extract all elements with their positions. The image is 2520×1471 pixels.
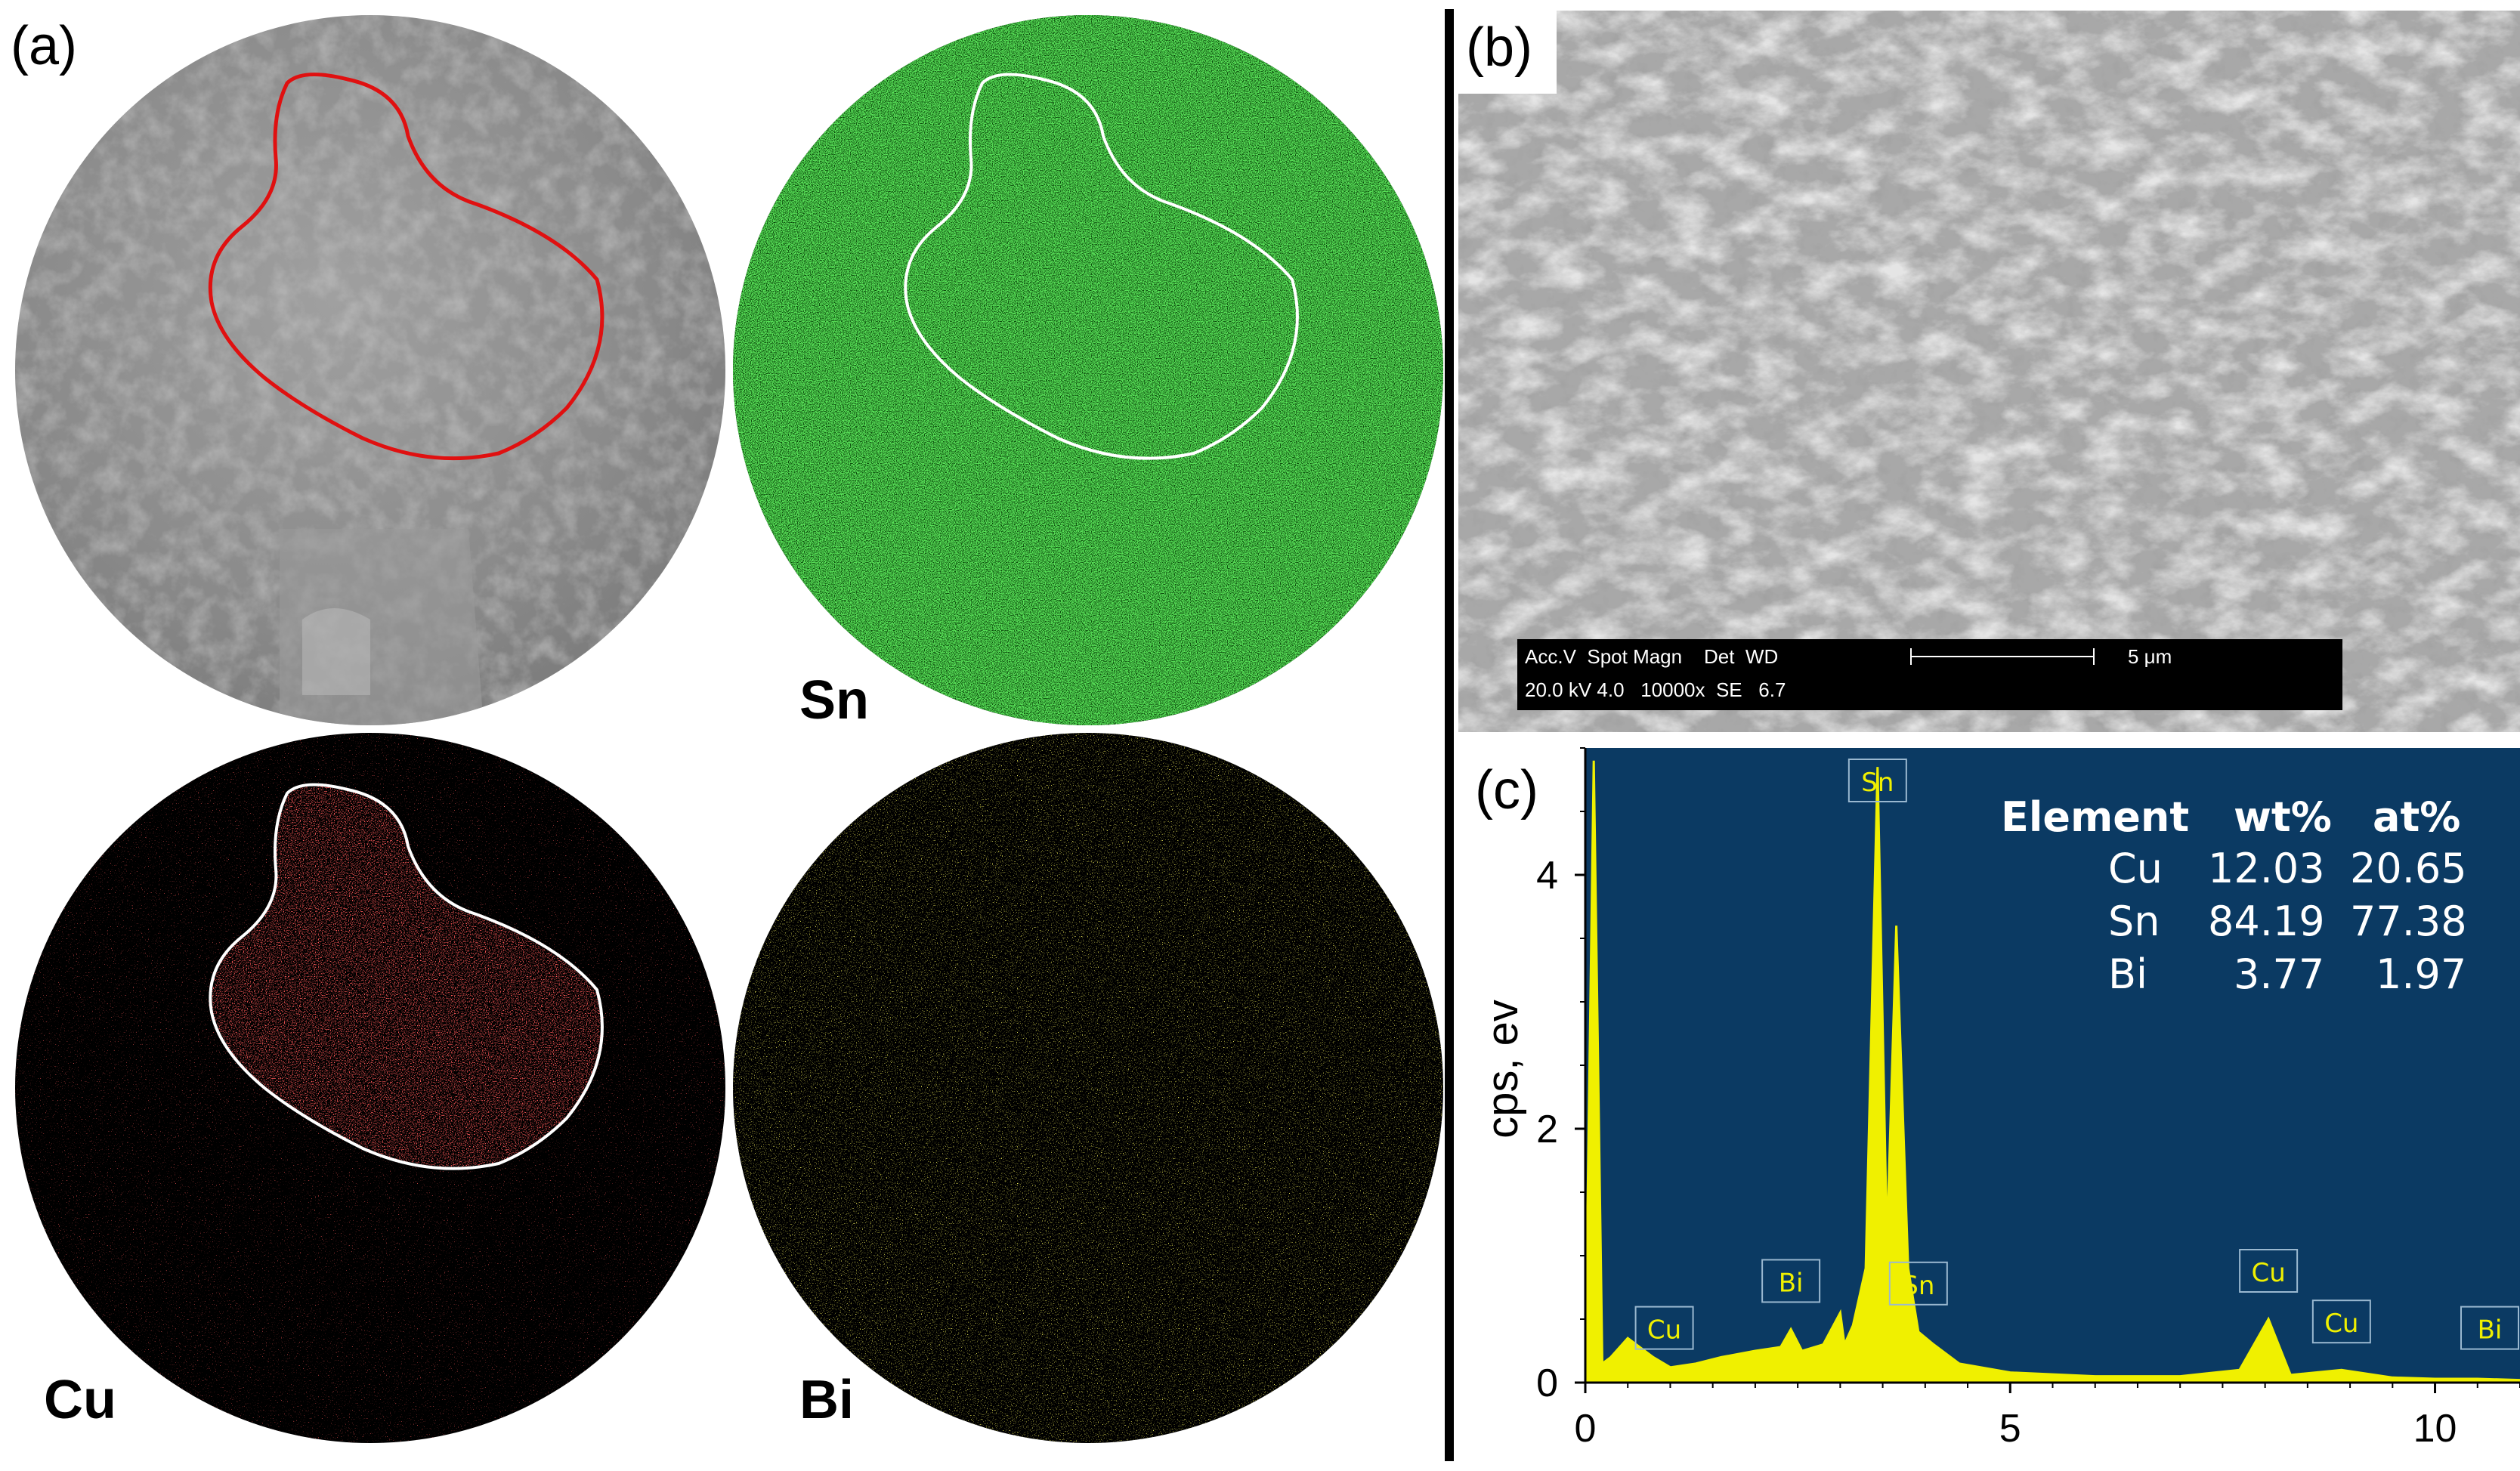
bi-map-image [733,733,1443,1443]
table-cell: 1.97 [2376,950,2467,998]
databar-values: 20.0 kV 4.0 10000x SE 6.7 [1525,678,1786,701]
eds-spectrum-chart: Cu Bi Sn Sn Cu Cu Bi 0 5 10 0 2 4 cps, ev [1478,747,2520,1451]
region-outline-white [904,73,1299,460]
region-outline-red [208,73,604,461]
panel-c-label: (c) [1475,760,1538,820]
databar-headers: Acc.V Spot Magn Det WD [1525,645,1779,668]
table-cell: Bi [2108,950,2148,998]
y-tick-label: 2 [1536,1108,1558,1151]
sn-map-label: Sn [799,670,870,731]
panel-divider [1445,9,1454,1461]
sem-fracture-image [15,15,725,725]
peak-label: Cu [2311,1299,2371,1344]
panel-a-label: (a) [11,16,77,76]
sem-micrograph: Acc.V Spot Magn Det WD 20.0 kV 4.0 10000… [1458,11,2520,732]
table-header-element: Element [2001,793,2190,841]
table-cell: 12.03 [2208,845,2325,892]
svg-text:Cu: Cu [2251,1258,2285,1288]
peak-label: Sn [1888,1261,1948,1306]
table-cell: Cu [2108,845,2163,892]
panel-b-label: (b) [1466,17,1532,78]
svg-text:Bi: Bi [1779,1268,1804,1298]
table-cell: 3.77 [2234,950,2325,998]
svg-text:Cu: Cu [1647,1315,1681,1346]
scale-bar-label: 5 μm [2128,645,2172,668]
sem-databar: Acc.V Spot Magn Det WD 20.0 kV 4.0 10000… [1517,639,2342,710]
table-cell: 84.19 [2208,898,2325,945]
bi-map-label: Bi [799,1370,854,1430]
region-outline-white [209,783,604,1170]
svg-text:Bi: Bi [2478,1315,2503,1346]
peak-label: Bi [2460,1306,2519,1350]
peak-label: Cu [2239,1249,2299,1293]
svg-text:Sn: Sn [1861,768,1894,798]
table-header-wt: wt% [2234,793,2332,841]
table-cell: 77.38 [2350,898,2467,945]
y-axis-label: cps, ev [1478,1000,1527,1139]
eds-spectrum-panel: (c) Cu Bi Sn Sn Cu Cu Bi 0 5 10 0 2 4 cps, ev Eleme… [1451,744,2520,1471]
spectrum-line [1584,760,2520,1382]
peak-label: Cu [1634,1306,1694,1350]
x-tick-label: 10 [2413,1407,2457,1451]
y-tick-label: 4 [1536,854,1558,898]
cu-map-image [15,733,725,1443]
peak-label: Bi [1761,1259,1821,1303]
cu-map-label: Cu [44,1370,116,1430]
scale-bar [1910,656,2095,657]
table-cell: 20.65 [2350,845,2467,892]
peak-label: Sn [1847,759,1907,802]
x-tick-label: 0 [1575,1407,1597,1451]
svg-text:Cu: Cu [2324,1309,2358,1339]
table-cell: Sn [2108,898,2160,945]
table-header-at: at% [2373,793,2461,841]
y-tick-label: 0 [1536,1361,1558,1405]
plot-background [1585,748,2520,1383]
x-tick-label: 5 [1999,1407,2021,1451]
svg-text:Sn: Sn [1902,1271,1934,1301]
sn-map-image [733,15,1443,725]
